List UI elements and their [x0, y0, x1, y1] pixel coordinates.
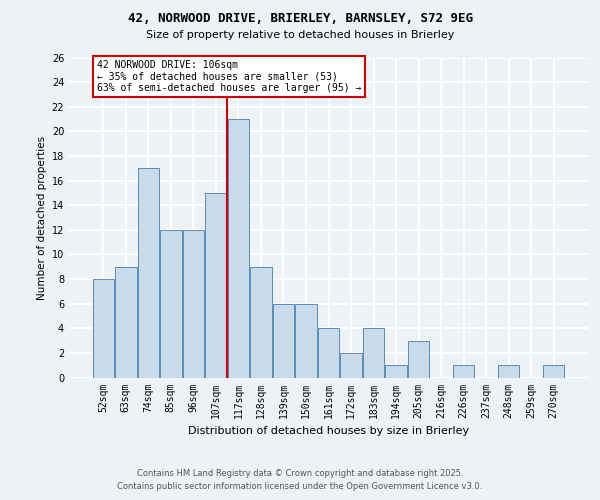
Text: 42, NORWOOD DRIVE, BRIERLEY, BARNSLEY, S72 9EG: 42, NORWOOD DRIVE, BRIERLEY, BARNSLEY, S…: [128, 12, 473, 26]
Text: 42 NORWOOD DRIVE: 106sqm
← 35% of detached houses are smaller (53)
63% of semi-d: 42 NORWOOD DRIVE: 106sqm ← 35% of detach…: [97, 60, 361, 93]
Bar: [160, 230, 182, 378]
Bar: [250, 266, 272, 378]
Bar: [363, 328, 384, 378]
Bar: [453, 365, 475, 378]
Bar: [408, 340, 429, 378]
Bar: [228, 119, 249, 378]
Bar: [318, 328, 339, 378]
Bar: [385, 365, 407, 378]
Bar: [295, 304, 317, 378]
X-axis label: Distribution of detached houses by size in Brierley: Distribution of detached houses by size …: [188, 426, 469, 436]
Y-axis label: Number of detached properties: Number of detached properties: [37, 136, 47, 300]
Text: Contains HM Land Registry data © Crown copyright and database right 2025.
Contai: Contains HM Land Registry data © Crown c…: [118, 470, 482, 491]
Bar: [498, 365, 520, 378]
Bar: [205, 193, 227, 378]
Bar: [182, 230, 204, 378]
Bar: [273, 304, 294, 378]
Bar: [115, 266, 137, 378]
Bar: [543, 365, 565, 378]
Bar: [137, 168, 159, 378]
Bar: [92, 279, 114, 378]
Bar: [340, 353, 362, 378]
Text: Size of property relative to detached houses in Brierley: Size of property relative to detached ho…: [146, 30, 454, 40]
